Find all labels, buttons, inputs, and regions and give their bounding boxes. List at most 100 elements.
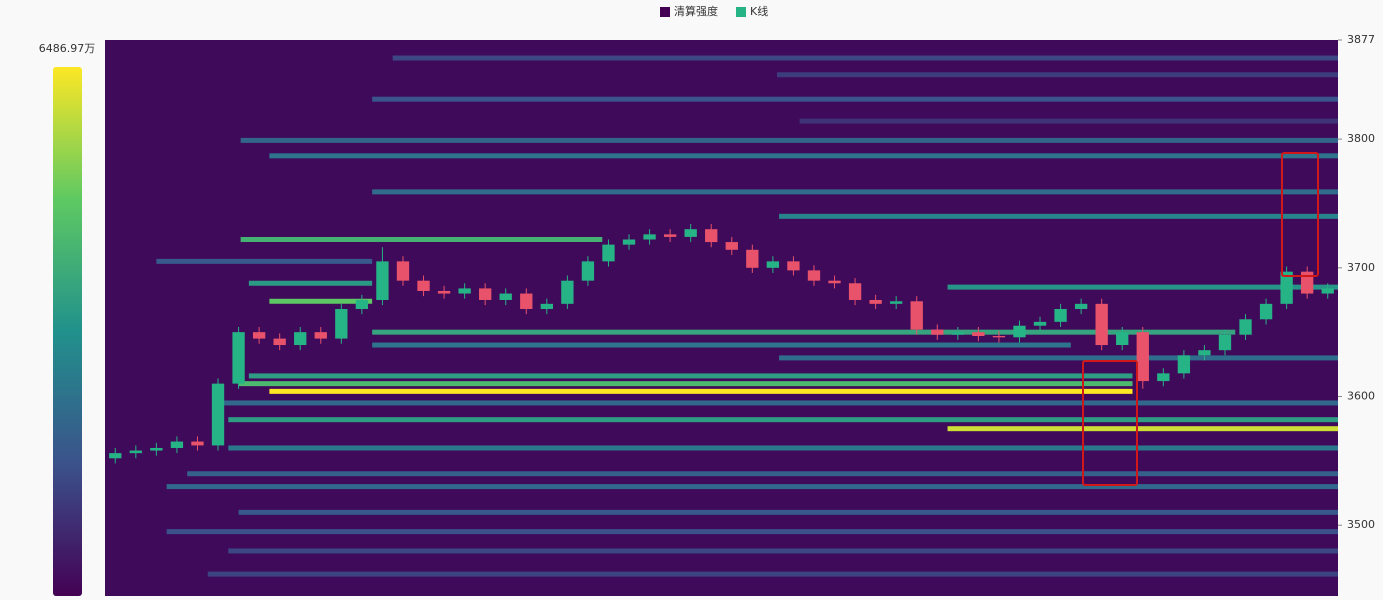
- candle-body: [314, 332, 327, 339]
- colorbar: [53, 67, 82, 596]
- candle-body: [273, 338, 286, 346]
- candle-body: [622, 239, 636, 245]
- liquidation-band: [156, 258, 373, 264]
- candle-body: [150, 447, 163, 451]
- candle-body: [1177, 355, 1191, 374]
- candle-body: [170, 441, 184, 448]
- candle-body: [663, 234, 677, 237]
- liquidation-band: [187, 471, 1339, 477]
- liquidation-band: [372, 189, 1338, 195]
- candle-body: [766, 261, 780, 268]
- candle-body: [848, 283, 862, 300]
- candle-body: [417, 280, 430, 291]
- candle-body: [355, 299, 369, 309]
- liquidation-band: [248, 373, 1133, 379]
- candle-body: [581, 261, 595, 281]
- legend-label: 清算强度: [674, 4, 718, 18]
- candle-body: [1136, 332, 1149, 382]
- candle-body: [376, 261, 389, 300]
- candle-body: [1321, 288, 1334, 294]
- y-tick-label: 3800: [1347, 132, 1375, 145]
- candle-body: [931, 329, 944, 335]
- liquidation-band: [218, 400, 1338, 406]
- plot-background: [105, 40, 1338, 596]
- legend-swatch: [660, 7, 670, 17]
- candle-body: [951, 332, 964, 335]
- candle-body: [1218, 334, 1232, 351]
- liquidation-band: [207, 571, 1338, 577]
- candle-body: [211, 383, 225, 446]
- legend: 清算强度 K线: [660, 4, 768, 18]
- legend-label: K线: [750, 4, 768, 18]
- candle-body: [129, 450, 142, 454]
- legend-swatch: [736, 7, 746, 17]
- liquidation-band: [238, 509, 1339, 515]
- candle-body: [437, 290, 451, 294]
- candle-body: [1013, 325, 1026, 338]
- candle-body: [910, 301, 923, 330]
- candle-body: [1095, 303, 1108, 346]
- candle-body: [335, 308, 348, 339]
- candle-body: [725, 242, 738, 250]
- liquidation-band: [238, 381, 1133, 387]
- candle-body: [396, 261, 410, 281]
- colorbar-max-label: 6486.97万: [39, 42, 96, 55]
- y-tick-label: 3600: [1347, 390, 1375, 403]
- highlight-box: [1281, 152, 1319, 277]
- y-tick-label: 3700: [1347, 261, 1375, 274]
- liquidation-band: [779, 213, 1338, 219]
- candle-body: [1301, 271, 1314, 294]
- candle-body: [232, 332, 245, 384]
- liquidation-band: [228, 417, 1338, 423]
- candle-body: [705, 229, 718, 243]
- candle-body: [1157, 373, 1170, 382]
- liquidation-band: [799, 118, 1338, 124]
- candle-body: [972, 332, 985, 337]
- liquidation-band: [240, 236, 603, 242]
- candle-body: [828, 280, 841, 284]
- liquidation-band: [166, 484, 1338, 490]
- liquidation-band: [372, 96, 1338, 102]
- candle-body: [807, 270, 821, 281]
- liquidation-band: [779, 355, 1338, 361]
- highlight-box: [1082, 360, 1138, 486]
- candle-body: [1259, 303, 1273, 320]
- candle-body: [1074, 303, 1088, 309]
- liquidation-band: [372, 342, 1071, 348]
- liquidation-band: [248, 280, 373, 286]
- candle-body: [1054, 308, 1067, 322]
- candle-body: [1198, 350, 1211, 356]
- candle-body: [602, 244, 615, 262]
- liquidation-band: [269, 298, 373, 304]
- candle-body: [458, 288, 471, 294]
- liquidation-band: [240, 137, 1338, 143]
- candle-body: [1280, 271, 1293, 304]
- liquidation-band: [776, 72, 1338, 78]
- candle-body: [191, 441, 204, 446]
- candle-body: [787, 261, 800, 271]
- candle-body: [890, 301, 903, 304]
- candle-body: [540, 303, 553, 309]
- candle-body: [1239, 319, 1252, 335]
- candle-body: [561, 280, 574, 304]
- liquidation-band: [166, 529, 1338, 535]
- candle-body: [684, 229, 697, 237]
- candle-body: [992, 336, 1006, 338]
- candle-body: [643, 234, 656, 240]
- liquidation-band: [372, 329, 1236, 335]
- candle-body: [252, 332, 266, 339]
- liquidation-band: [228, 445, 1338, 451]
- candle-body: [499, 293, 512, 300]
- liquidation-band: [947, 426, 1338, 432]
- liquidation-band: [269, 388, 1133, 394]
- candle-body: [1116, 332, 1129, 346]
- liquidation-band: [228, 548, 1338, 554]
- y-tick-label: 3877: [1347, 33, 1375, 46]
- liquidation-band: [392, 55, 1338, 61]
- candle-body: [479, 288, 492, 300]
- candle-body: [869, 299, 882, 304]
- candle-body: [746, 249, 759, 268]
- liquidation-band: [269, 153, 1338, 159]
- liquidation-band: [947, 284, 1338, 290]
